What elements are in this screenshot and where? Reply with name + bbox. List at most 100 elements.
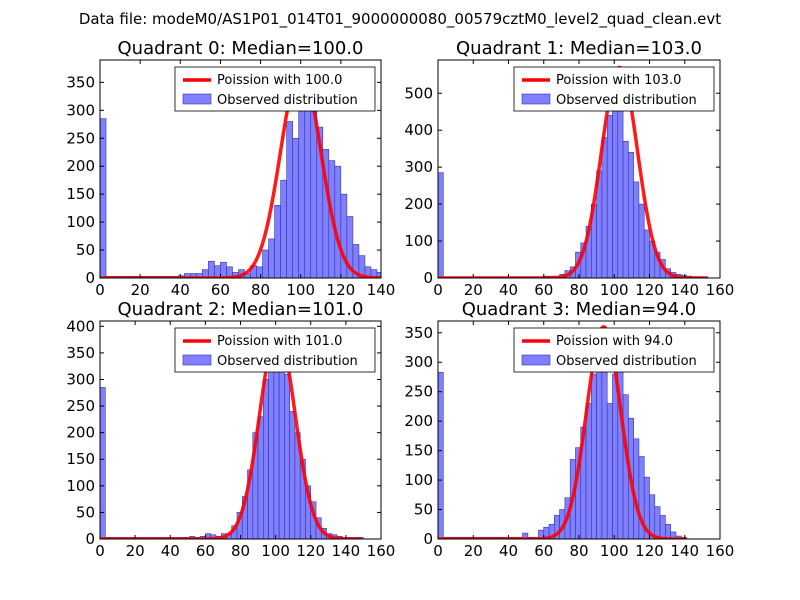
panel-quadrant-3: 0 20 40 60 80 100 120 140 160 0 50 100 150 200 250 300 3… [404,299,734,560]
histogram-bar [286,121,293,278]
y-tick-label: 150 [66,185,95,203]
legend-bar-label: Observed distribution [556,354,697,369]
x-tick-label: 120 [296,542,325,560]
legend: Poission with 103.0 Observed distribution [513,66,715,112]
y-tick-label: 300 [404,353,433,371]
x-tick-label: 120 [327,281,356,299]
histogram-bar [268,352,275,539]
histogram-bar [292,137,300,278]
x-tick-label: 0 [95,542,105,560]
y-tick-label: 50 [76,241,95,259]
histogram-bar [273,352,280,539]
histogram-bar [274,205,281,278]
histogram-bar [643,229,650,278]
histogram-bar [585,403,592,539]
x-tick-label: 120 [635,281,664,299]
y-tick-label: 100 [404,471,433,489]
histogram-bars [100,68,381,278]
legend: Poission with 100.0 Observed distribution [174,66,376,112]
y-tick-label: 300 [404,158,433,176]
histogram-bar [622,140,629,278]
histogram-bar [654,506,661,539]
histogram-bar [670,531,677,539]
x-tick-label: 160 [706,542,735,560]
y-tick-label: 250 [66,129,95,147]
histogram-bar [284,373,290,539]
x-tick-label: 80 [569,281,588,299]
x-tick-label: 60 [211,281,230,299]
x-tick-label: 140 [670,542,699,560]
y-tick-label: 500 [404,84,433,102]
legend-bar-swatch [521,93,551,105]
x-tick-label: 20 [131,281,150,299]
histogram-bar [100,118,107,278]
histogram-bar [280,179,287,278]
x-tick-label: 140 [332,542,361,560]
legend-bar-swatch [182,93,212,105]
histogram-bar [100,387,106,539]
poisson-curve [100,66,381,278]
histogram-bar [438,172,444,278]
histogram-bar [340,193,348,278]
legend-bar-label: Observed distribution [217,93,358,108]
suptitle: Data file: modeM0/AS1P01_014T01_90000000… [79,10,721,29]
legend-bar-label: Observed distribution [556,93,697,108]
histogram-bar [289,411,296,539]
x-tick-label: 60 [534,542,553,560]
y-tick-label: 250 [66,397,95,415]
histogram-bar [638,203,645,278]
histogram-bar [262,249,269,278]
y-tick-label: 100 [66,477,95,495]
x-tick-label: 100 [600,281,629,299]
x-tick-label: 120 [635,542,664,560]
legend-curve-label: Poission with 101.0 [217,334,342,349]
histogram-bar [334,165,342,278]
histogram-bar [659,515,666,539]
x-tick-label: 140 [670,281,699,299]
x-tick-label: 0 [433,542,443,560]
y-tick-label: 200 [66,424,95,442]
legend: Poission with 101.0 Observed distribution [174,327,376,373]
histogram-bar [257,416,264,539]
panel-quadrant-2: 0 20 40 60 80 100 120 140 160 0 50 100 150 200 250 300 3… [66,299,395,560]
x-tick-label: 160 [367,542,396,560]
histogram-bar [617,104,624,278]
poisson-curve [438,65,708,278]
x-tick-label: 60 [196,542,215,560]
histogram-bar [263,379,269,539]
histogram-bar [606,115,613,278]
histogram-bar [220,262,227,278]
x-tick-label: 40 [171,281,190,299]
panel-title: Quadrant 0: Median=100.0 [118,38,364,59]
histogram-bar [665,523,671,539]
legend-curve-label: Poission with 100.0 [217,73,342,88]
y-tick-label: 0 [423,269,433,287]
histogram-bar [278,363,285,539]
y-tick-label: 0 [423,530,433,548]
y-tick-label: 200 [66,157,95,175]
x-tick-label: 80 [251,281,270,299]
y-tick-label: 100 [404,232,433,250]
x-tick-label: 20 [464,542,483,560]
histogram-bar [612,373,619,539]
x-tick-label: 160 [706,281,735,299]
x-tick-label: 80 [569,542,588,560]
y-tick-label: 200 [404,412,433,430]
x-tick-label: 40 [161,542,180,560]
legend-curve-label: Poission with 103.0 [556,73,681,88]
x-tick-label: 0 [433,281,443,299]
histogram-bar [591,373,597,539]
x-tick-label: 20 [126,542,145,560]
y-tick-label: 50 [76,503,95,521]
y-tick-label: 350 [66,344,95,362]
histogram-bar [268,238,275,278]
y-tick-label: 200 [404,195,433,213]
legend-bar-swatch [521,354,551,366]
x-tick-label: 100 [261,542,290,560]
y-tick-label: 300 [66,370,95,388]
histogram-bar [438,371,444,539]
histogram-bar [628,152,634,278]
histogram-bar [256,266,263,278]
histogram-bar [633,181,640,278]
